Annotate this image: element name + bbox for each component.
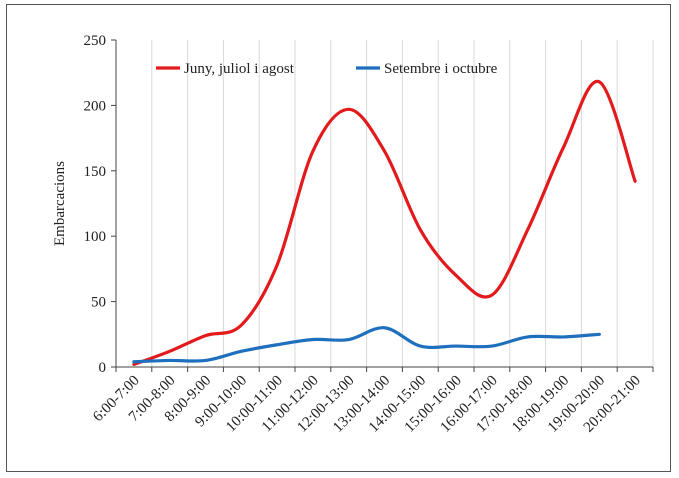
y-tick-labels: 0 50 100 150 200 250 [84,33,107,376]
y-tick-label: 100 [84,229,107,245]
y-axis-label: Embarcacions [52,161,68,246]
y-tick-label: 50 [91,295,106,311]
series-line-2 [132,326,601,364]
y-tick-label: 200 [84,98,107,114]
grid-lines [115,40,654,367]
y-tick-label: 150 [84,164,107,180]
axes [111,39,654,372]
y-tick-label: 0 [99,360,107,376]
legend-label: Juny, juliol i agost [184,61,295,77]
chart-frame [6,4,671,472]
legend-label: Setembre i octubre [384,61,498,77]
legend: Juny, juliol i agost Setembre i octubre [156,61,498,77]
y-tick-label: 250 [84,33,107,49]
series-line-1 [132,80,637,366]
series-lines [132,80,637,366]
x-tick-labels: 6:00-7:007:00-8:008:00-9:009:00-10:0010:… [90,373,644,436]
